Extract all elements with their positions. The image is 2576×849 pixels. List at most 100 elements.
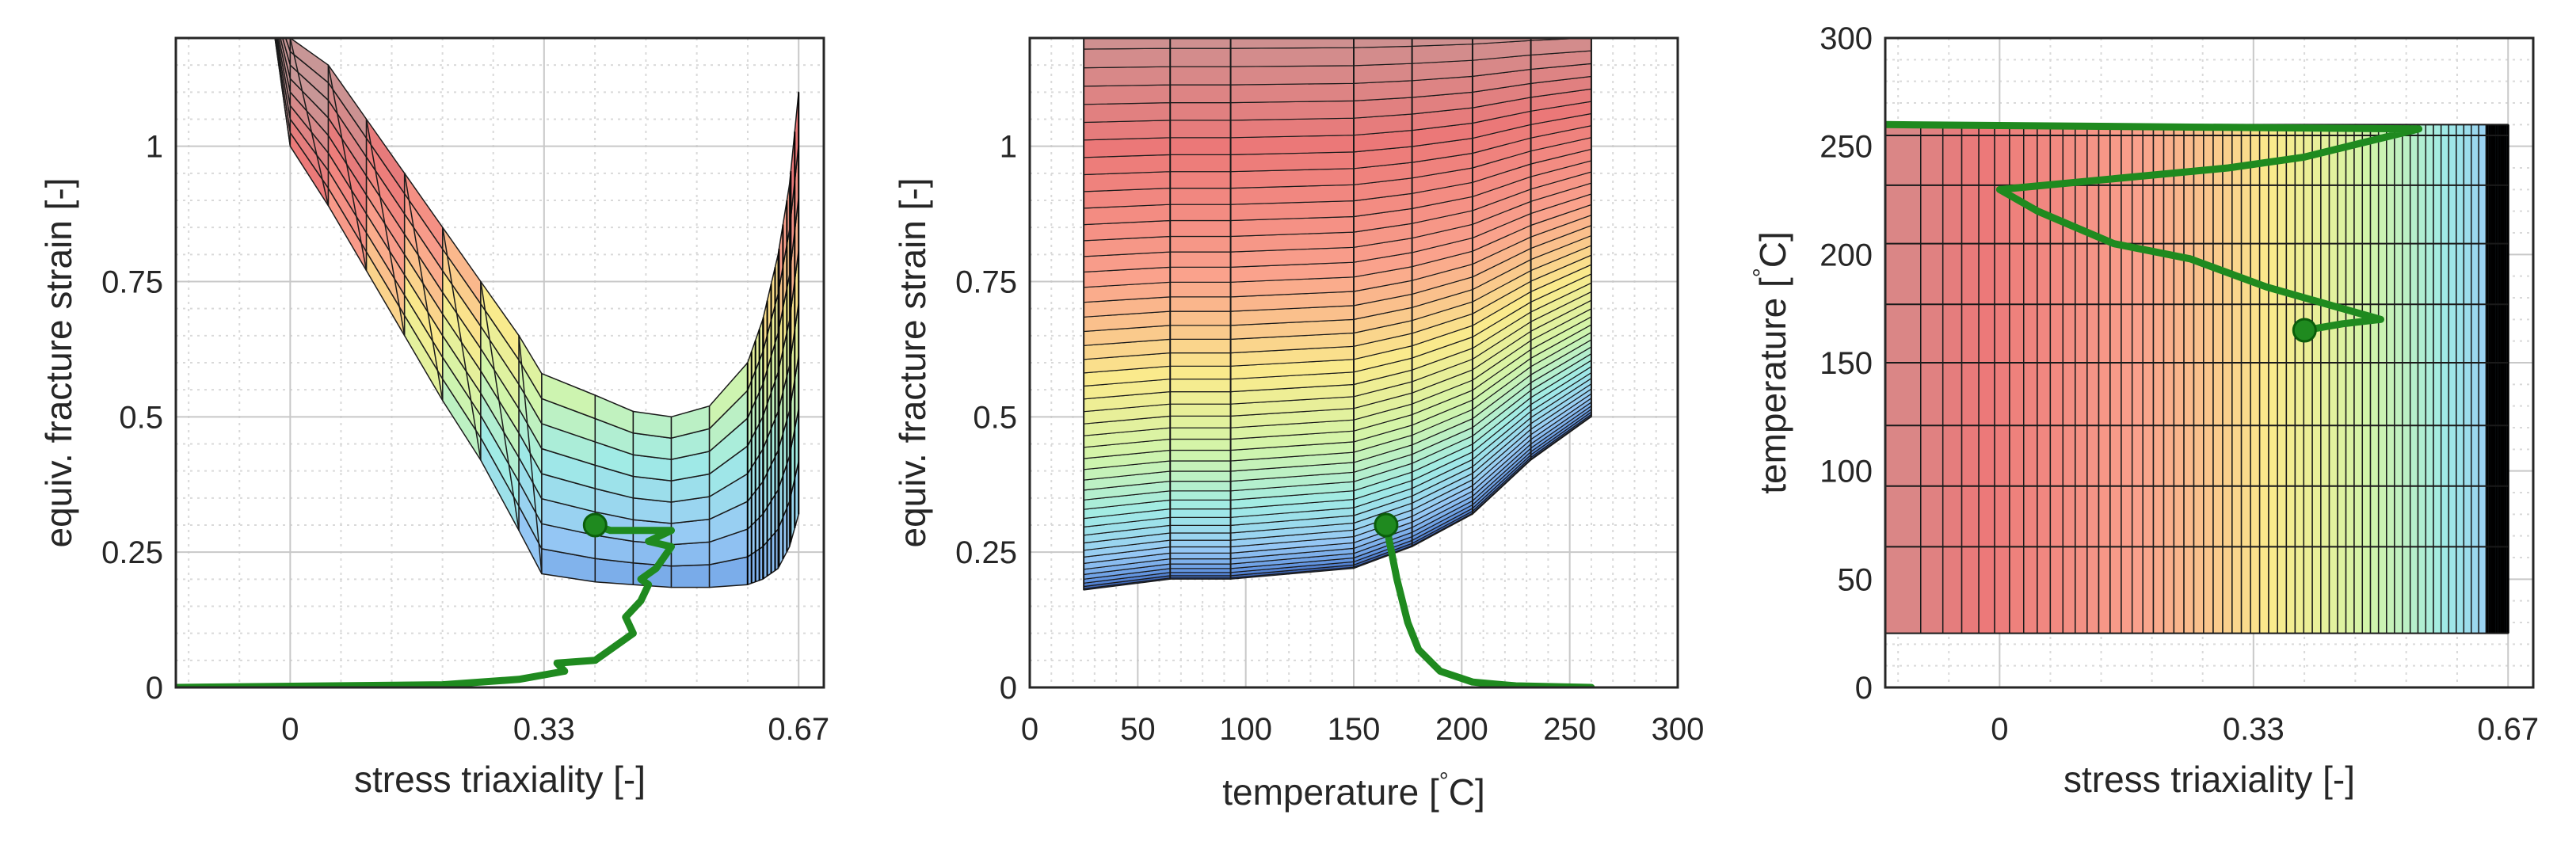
x-tick-label: 300 <box>1652 712 1705 747</box>
x-tick-label: 0.33 <box>2223 712 2284 747</box>
surface-band <box>1169 219 1232 238</box>
x-tick-label: 0 <box>281 712 299 747</box>
surface-mesh-line <box>327 65 368 271</box>
left-current-point-marker <box>582 512 608 538</box>
surface-column <box>2152 124 2165 634</box>
surface-column <box>2049 124 2064 634</box>
surface-band <box>1169 204 1232 222</box>
y-tick-label: 0.25 <box>101 535 163 570</box>
surface-column <box>2345 124 2355 634</box>
surface-band <box>1169 508 1232 518</box>
surface-band <box>1083 154 1171 176</box>
surface-band <box>1229 82 1355 104</box>
surface-column <box>1978 124 1995 634</box>
surface-band <box>1169 516 1232 527</box>
y-tick-label: 0.25 <box>955 535 1017 570</box>
left-axes-box <box>174 36 825 689</box>
surface-column <box>2098 124 2111 634</box>
y-tick-label: 1 <box>146 130 163 165</box>
left-loading-path <box>176 521 675 687</box>
left-surface <box>274 38 800 588</box>
surface-column <box>2433 124 2442 634</box>
surface-band <box>1169 532 1232 541</box>
surface-mesh-line <box>289 38 330 206</box>
surface-column <box>2231 124 2243 634</box>
surface-column <box>2131 124 2143 634</box>
surface-column <box>2303 124 2313 634</box>
surface-band <box>1169 235 1232 253</box>
surface-band <box>1169 438 1232 451</box>
surface-band <box>1169 449 1232 462</box>
middle-current-point-marker <box>1374 512 1399 538</box>
surface-band <box>1229 100 1355 121</box>
surface-band <box>1083 66 1171 87</box>
surface-band <box>1169 539 1232 548</box>
surface-band <box>1412 11 1473 29</box>
surface-band <box>1169 563 1232 569</box>
surface-mesh-line <box>403 173 444 401</box>
surface-column <box>2328 124 2338 634</box>
y-tick-label: 250 <box>1820 130 1873 165</box>
surface-column <box>2353 124 2364 634</box>
left-x-axis-label: stress triaxiality [-] <box>354 759 646 800</box>
surface-band <box>1411 38 1473 48</box>
surface-band <box>1169 171 1232 189</box>
surface-band <box>1229 65 1355 86</box>
surface-band <box>1083 137 1171 158</box>
surface-column <box>2369 124 2380 634</box>
surface-band <box>1169 266 1232 283</box>
surface-column <box>2183 124 2195 634</box>
surface-column <box>2268 124 2278 634</box>
x-tick-label: 0.67 <box>768 712 829 747</box>
surface-column <box>2142 124 2155 634</box>
surface-band <box>1353 38 1413 48</box>
surface-band <box>1169 365 1232 380</box>
surface-band <box>1169 84 1232 104</box>
y-tick-label: 0.5 <box>119 400 163 435</box>
surface-column <box>2448 124 2457 634</box>
y-tick-label: 100 <box>1820 455 1873 489</box>
surface-column <box>2425 124 2434 634</box>
surface-column <box>1994 124 2010 634</box>
right-loading-path <box>1885 120 2423 334</box>
surface-band <box>1169 403 1232 417</box>
surface-mesh-line <box>442 227 482 461</box>
surface-band <box>1169 552 1232 560</box>
middle-y-axis-label: equiv. fracture strain [-] <box>892 178 933 548</box>
right-x-axis-label: stress triaxiality [-] <box>2063 759 2355 800</box>
middle-x-axis-label: temperature [°C] <box>1222 768 1485 813</box>
surface-mesh-line <box>365 119 406 336</box>
surface-band <box>1353 80 1413 102</box>
surface-column <box>2121 124 2133 634</box>
surface-column <box>2193 124 2204 634</box>
surface-band <box>1169 352 1232 367</box>
surface-band <box>1169 490 1232 501</box>
surface-band <box>1169 48 1232 67</box>
surface-column <box>2478 124 2487 634</box>
surface-column <box>2386 124 2395 634</box>
surface-column <box>2463 124 2472 634</box>
y-tick-label: 1 <box>1000 130 1017 165</box>
right-tick-labels: 0 0.33 0.67 0 50 100 150 200 250 300 <box>1820 21 2539 747</box>
right-current-point-marker <box>2292 318 2317 343</box>
y-tick-label: 0 <box>146 671 163 706</box>
right-y-axis-label-main: temperature [ <box>1752 277 1793 494</box>
surface-column <box>2062 124 2076 634</box>
surface-band <box>1169 427 1232 440</box>
surface-column <box>1942 124 1963 634</box>
surface-column <box>1961 124 1980 634</box>
right-y-axis-unit: C] <box>1752 231 1793 268</box>
y-tick-label: 50 <box>1838 562 1873 597</box>
surface-column <box>2086 124 2100 634</box>
middle-axes-box <box>1028 36 1679 689</box>
x-tick-label: 250 <box>1543 712 1596 747</box>
surface-band <box>1083 48 1171 69</box>
surface-column <box>2163 124 2175 634</box>
surface-column <box>2240 124 2251 634</box>
right-surface <box>1885 124 2509 634</box>
surface-column <box>2337 124 2347 634</box>
middle-loading-path <box>1382 521 1595 687</box>
x-tick-label: 0 <box>1991 712 2008 747</box>
surface-band <box>1083 101 1171 124</box>
